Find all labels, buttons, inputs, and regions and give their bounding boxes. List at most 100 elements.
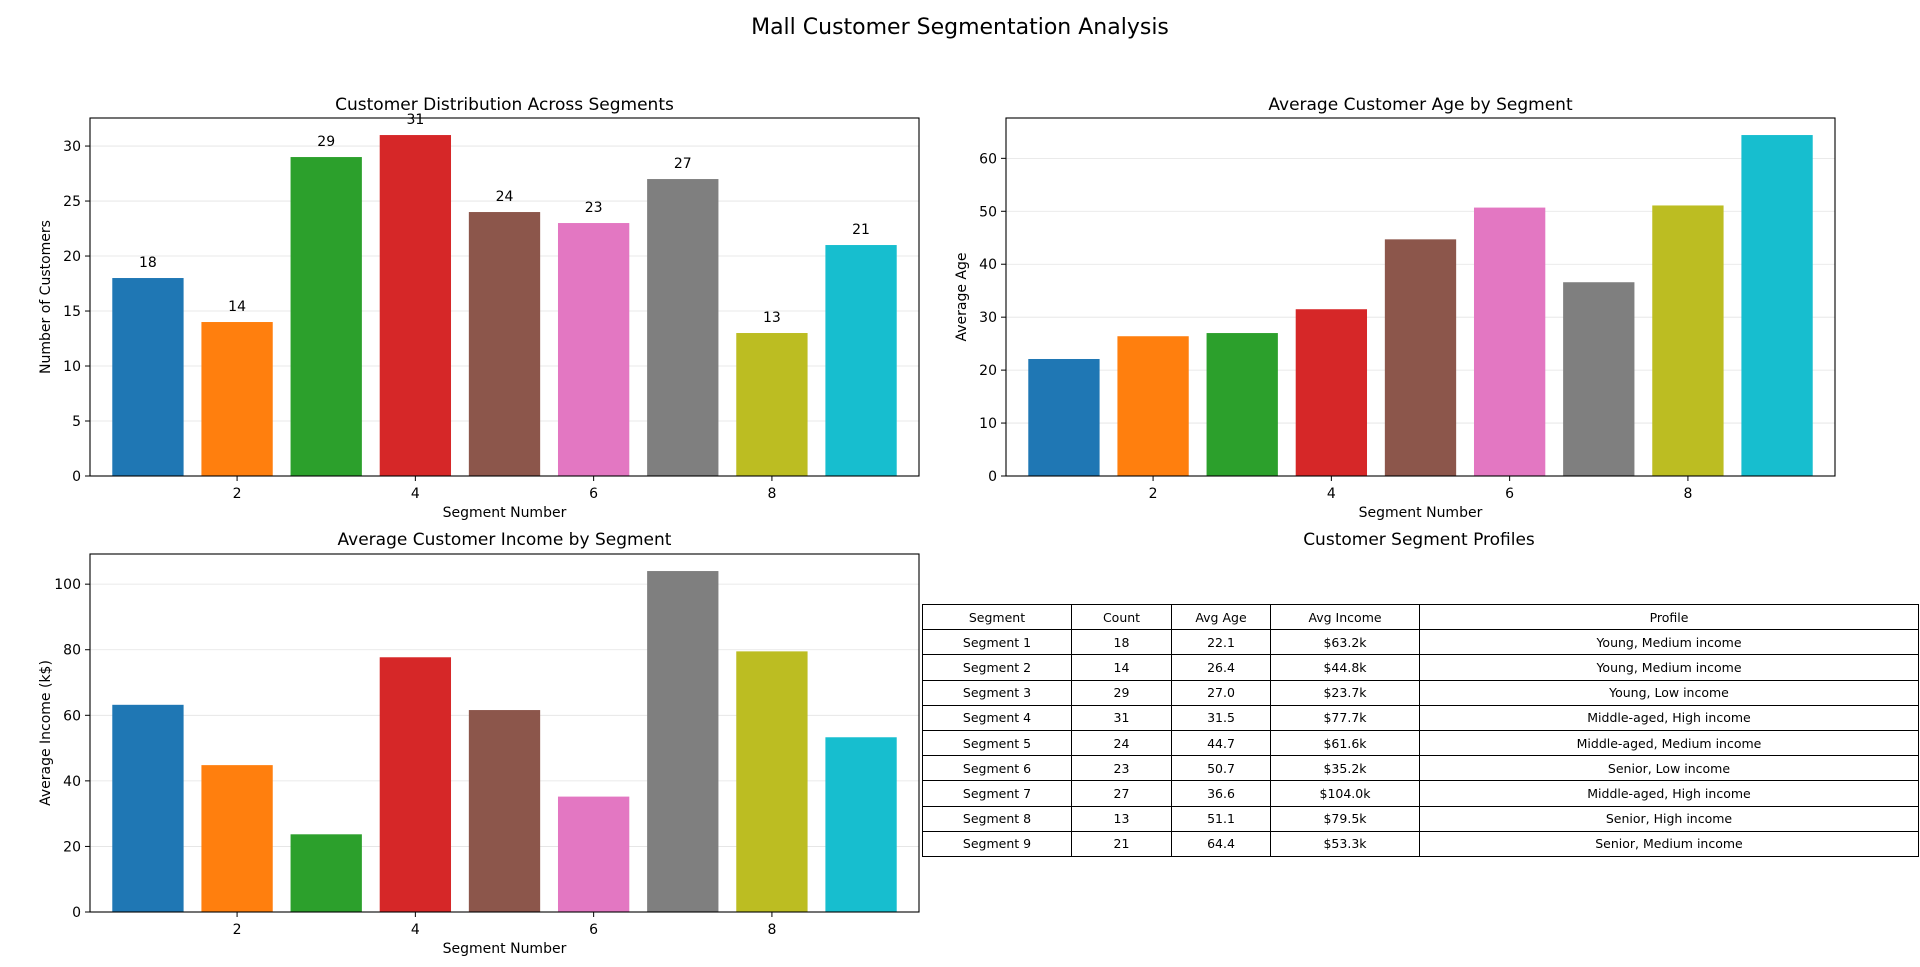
table-cell: Young, Medium income	[1419, 629, 1919, 656]
bar-segment-5	[468, 710, 541, 912]
bar-segment-3	[290, 157, 362, 476]
column-header: Avg Age	[1171, 603, 1271, 631]
y-tick-label: 10	[979, 416, 997, 432]
table-cell: Segment 1	[922, 629, 1072, 656]
bar-value-label: 18	[139, 255, 157, 271]
table-cell: 23	[1071, 755, 1172, 782]
column-header: Count	[1071, 603, 1172, 631]
chart-average-age: 0 10 20 30 40 50 60 2 4 6 8 Average Customer Age by…	[954, 95, 1836, 521]
table-cell: $77.7k	[1270, 704, 1420, 731]
bar-value-label: 14	[228, 299, 246, 315]
y-axis-label: Average Age	[954, 252, 970, 341]
bar-segment-1	[112, 704, 184, 912]
table-cell: Middle-aged, Medium income	[1419, 729, 1919, 757]
table-cell: Segment 4	[922, 704, 1072, 731]
y-tick-label: 25	[63, 194, 81, 210]
table-row: Segment 5 24 44.7 $61.6k Middle-aged, Medium…	[922, 729, 1919, 757]
x-axis-label: Segment Number	[1359, 505, 1483, 521]
bar-segment-7	[647, 179, 719, 476]
bar-segment-9	[825, 245, 897, 476]
table-cell: $35.2k	[1270, 755, 1420, 782]
table-cell: 18	[1071, 629, 1172, 656]
bar-segment-7	[647, 571, 719, 912]
table-cell: 27	[1071, 780, 1172, 807]
x-tick-label: 8	[767, 922, 776, 938]
bar-value-label: 27	[674, 156, 692, 172]
table-cell: Segment 8	[922, 805, 1072, 832]
y-tick-label: 20	[979, 363, 997, 379]
y-tick-label: 0	[988, 469, 997, 485]
table-cell: $23.7k	[1270, 679, 1420, 706]
table-cell: 31	[1071, 704, 1172, 731]
y-tick-label: 60	[63, 708, 81, 724]
bar-segment-2	[201, 765, 273, 912]
table-row: Segment 1 18 22.1 $63.2k Young, Medium incom…	[922, 629, 1919, 656]
x-tick-label: 2	[233, 922, 242, 938]
bar-segment-9	[1741, 135, 1813, 477]
x-tick-label: 4	[411, 486, 420, 502]
bar-segment-8	[736, 333, 808, 476]
table-cell: 13	[1071, 805, 1172, 832]
x-tick-label: 2	[1149, 486, 1158, 502]
y-axis-label: Average Income (k$)	[38, 660, 54, 806]
bar-value-label: 13	[763, 310, 781, 326]
table-row: Segment 7 27 36.6 $104.0k Middle-aged, High …	[922, 780, 1919, 807]
bar-value-label: 29	[317, 134, 335, 150]
y-axis-label: Number of Customers	[38, 220, 54, 374]
table-cell: Segment 3	[922, 679, 1072, 706]
x-tick-label: 6	[1505, 486, 1514, 502]
table-cell: Middle-aged, High income	[1419, 780, 1919, 807]
y-tick-label: 30	[63, 139, 81, 155]
table-cell: Segment 9	[922, 830, 1072, 857]
bar-segment-8	[1652, 205, 1724, 476]
y-tick-label: 60	[979, 151, 997, 167]
figure-title: Mall Customer Segmentation Analysis	[751, 15, 1169, 40]
table-cell: 36.6	[1171, 780, 1271, 807]
x-tick-label: 8	[767, 486, 776, 502]
table-cell: 22.1	[1171, 629, 1271, 656]
table-cell: 31.5	[1171, 704, 1271, 731]
bar-segment-1	[1028, 358, 1100, 476]
x-axis-label: Segment Number	[443, 941, 567, 957]
table-cell: 24	[1071, 729, 1172, 757]
bar-segment-5	[1384, 239, 1457, 476]
column-header: Segment	[922, 603, 1072, 631]
x-tick-label: 4	[1327, 486, 1336, 502]
chart-title: Customer Distribution Across Segments	[335, 95, 674, 115]
bar-segment-4	[379, 135, 452, 477]
plot-frame	[89, 117, 920, 477]
table-cell: Middle-aged, High income	[1419, 704, 1919, 731]
bar-segment-6	[557, 223, 630, 476]
y-tick-label: 30	[979, 310, 997, 326]
table-row: Segment 6 23 50.7 $35.2k Senior, Low income	[922, 755, 1919, 782]
table-cell: Young, Medium income	[1419, 654, 1919, 681]
table-row: Segment 2 14 26.4 $44.8k Young, Medium incom…	[922, 654, 1919, 681]
y-tick-label: 80	[63, 643, 81, 659]
table-cell: Young, Low income	[1419, 679, 1919, 706]
bar-segment-9	[825, 737, 897, 912]
x-axis-label: Segment Number	[443, 505, 567, 521]
bar-segment-6	[557, 796, 630, 912]
table-cell: $53.3k	[1270, 830, 1420, 857]
bar-segment-6	[1473, 207, 1546, 476]
table-cell: Segment 2	[922, 654, 1072, 681]
bar-segment-2	[201, 322, 273, 476]
table-cell: Segment 6	[922, 755, 1072, 782]
table-row: Segment 4 31 31.5 $77.7k Middle-aged, High i…	[922, 704, 1919, 731]
y-tick-label: 40	[63, 774, 81, 790]
segment-profile-table-container: Segment Count Avg Age Avg Income Profile…	[922, 603, 1919, 857]
bar-segment-7	[1563, 282, 1635, 476]
plot-frame	[1005, 117, 1836, 477]
x-tick-label: 2	[233, 486, 242, 502]
y-tick-label: 100	[54, 577, 81, 593]
bar-segment-3	[290, 834, 362, 912]
bar-segment-1	[112, 278, 184, 476]
table-row: Segment 8 13 51.1 $79.5k Senior, High income	[922, 805, 1919, 832]
table-row: Segment 3 29 27.0 $23.7k Young, Low income	[922, 679, 1919, 706]
table-header-row: Segment Count Avg Age Avg Income Profile	[922, 603, 1919, 631]
table-row: Segment 9 21 64.4 $53.3k Senior, Medium inco…	[922, 830, 1919, 857]
plot-frame	[89, 553, 920, 913]
bar-value-label: 23	[585, 200, 603, 216]
